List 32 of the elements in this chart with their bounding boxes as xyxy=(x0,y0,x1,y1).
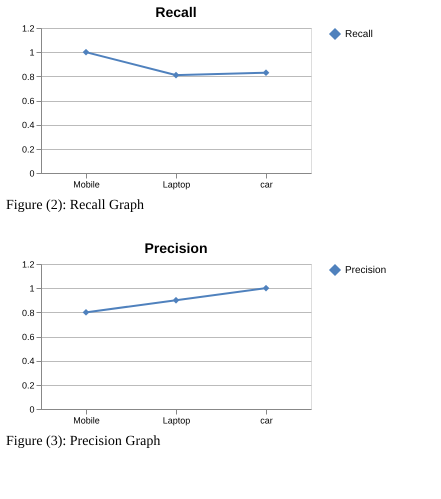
x-tick-label: Mobile xyxy=(73,416,100,426)
chart-title: Precision xyxy=(144,240,208,256)
point xyxy=(82,308,90,316)
legend-label: Precision xyxy=(345,265,386,276)
point xyxy=(172,72,180,78)
x-tick-label: Laptop xyxy=(162,416,190,426)
y-tick-label: 1.2 xyxy=(22,24,34,34)
legend-label: Recall xyxy=(345,29,373,40)
x-tick-label: Laptop xyxy=(162,180,190,190)
point xyxy=(172,296,180,304)
text: Figure (2): Recall Graph xyxy=(6,198,144,213)
point xyxy=(262,284,270,292)
point xyxy=(262,69,270,76)
y-tick-label: 0.4 xyxy=(22,120,34,130)
x-tick-label: car xyxy=(260,416,273,426)
text: Figure (3): Precision Graph xyxy=(6,434,160,449)
y-tick-label: 0.8 xyxy=(22,72,34,82)
y-tick-label: 0 xyxy=(29,168,34,178)
point xyxy=(82,48,90,56)
y-tick-label: 0.4 xyxy=(22,356,34,366)
y-tick-label: 1.2 xyxy=(22,260,34,270)
x-tick-label: Mobile xyxy=(73,180,100,190)
y-tick-label: 1 xyxy=(29,284,34,294)
y-tick-label: 0.8 xyxy=(22,308,34,318)
y-tick-label: 0.6 xyxy=(22,96,34,106)
y-tick-label: 0.2 xyxy=(22,144,34,154)
y-tick-label: 0.2 xyxy=(22,380,34,390)
y-tick-label: 0 xyxy=(29,404,34,414)
y-tick-label: 0.6 xyxy=(22,332,34,342)
chart-title: Recall xyxy=(155,4,197,20)
x-tick-label: car xyxy=(260,180,273,190)
y-tick-label: 1 xyxy=(29,48,34,58)
